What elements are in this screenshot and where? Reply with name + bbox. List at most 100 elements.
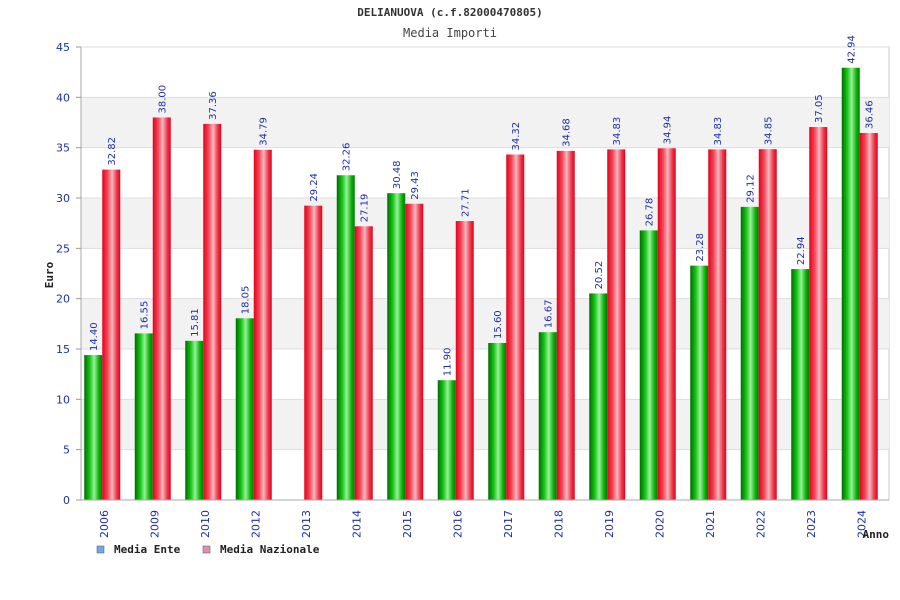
bar-media-nazionale (455, 221, 474, 500)
x-tick-label: 2014 (351, 510, 364, 538)
data-label: 32.82 (107, 137, 118, 166)
y-tick-label: 20 (56, 293, 70, 306)
data-label: 29.43 (410, 171, 421, 200)
x-tick-label: 2024 (856, 510, 869, 538)
legend: Media Ente Media Nazionale (96, 543, 320, 556)
bar-media-nazionale (657, 148, 676, 500)
x-axis-label: Anno (863, 528, 890, 541)
bar-media-nazionale (708, 149, 727, 501)
chart-title: DELIANUOVA (c.f.82000470805) (357, 6, 542, 19)
data-label: 14.40 (89, 322, 100, 351)
bar-media-nazionale (203, 123, 222, 500)
data-label: 42.94 (847, 35, 858, 64)
data-label: 32.26 (342, 143, 353, 172)
bar-media-nazionale (859, 132, 878, 500)
bar-media-ente (235, 318, 254, 500)
bar-media-ente (538, 332, 557, 500)
data-label: 29.24 (309, 173, 320, 202)
y-tick-label: 45 (56, 41, 70, 54)
y-tick-label: 35 (56, 142, 70, 155)
bar-media-nazionale (152, 117, 171, 500)
data-label: 36.46 (865, 100, 876, 129)
bar-media-nazionale (607, 149, 626, 501)
y-tick-label: 5 (63, 444, 70, 457)
x-tick-label: 2020 (654, 510, 667, 538)
data-label: 27.19 (360, 194, 371, 223)
data-label: 15.81 (190, 308, 201, 337)
data-label: 37.36 (208, 91, 219, 120)
y-tick-label: 40 (56, 91, 70, 104)
legend-swatch (96, 545, 105, 554)
bar-media-nazionale (556, 150, 575, 500)
data-label: 26.78 (645, 198, 656, 227)
legend-label: Media Ente (114, 543, 181, 556)
data-label: 30.48 (392, 161, 403, 190)
x-tick-label: 2010 (199, 510, 212, 538)
y-tick-label: 15 (56, 343, 70, 356)
data-label: 34.85 (764, 117, 775, 146)
x-tick-label: 2006 (98, 510, 111, 538)
x-tick-label: 2023 (805, 510, 818, 538)
data-label: 27.71 (461, 188, 472, 217)
x-axis: 2006 2009 2010 2012 2013 2014 2015 2016 2017 2018… (81, 499, 889, 538)
data-label: 16.67 (544, 300, 555, 329)
x-tick-label: 2016 (452, 510, 465, 538)
data-label: 15.60 (493, 310, 504, 339)
data-label: 34.79 (259, 117, 270, 146)
bar-media-ente (84, 355, 103, 500)
data-label: 16.55 (140, 301, 151, 330)
data-label: 22.94 (796, 236, 807, 265)
x-tick-label: 2015 (401, 510, 414, 538)
data-label: 11.90 (443, 348, 454, 377)
bar-media-nazionale (304, 205, 323, 500)
bar-media-ente (841, 67, 860, 500)
y-tick-label: 10 (56, 393, 70, 406)
bar-media-ente (589, 293, 608, 500)
data-label: 18.05 (241, 286, 252, 315)
y-tick-label: 25 (56, 242, 70, 255)
data-label: 29.12 (746, 174, 757, 203)
data-label: 34.32 (511, 122, 522, 151)
y-axis: 0 5 10 15 20 25 30 35 40 45 (56, 41, 82, 507)
data-label: 20.52 (594, 261, 605, 290)
chart-subtitle: Media Importi (403, 26, 497, 40)
data-label: 37.05 (814, 94, 825, 123)
bar-media-nazionale (506, 154, 525, 500)
legend-label: Media Nazionale (220, 543, 320, 556)
x-tick-label: 2021 (704, 510, 717, 538)
bar-media-ente (437, 380, 456, 500)
legend-swatch (202, 545, 211, 554)
bar-media-nazionale (405, 203, 424, 500)
bar-media-nazionale (253, 149, 272, 500)
data-label: 34.83 (612, 117, 623, 146)
data-label: 23.28 (695, 233, 706, 262)
x-tick-label: 2019 (603, 510, 616, 538)
bar-media-ente (336, 175, 355, 500)
x-tick-label: 2009 (149, 510, 162, 538)
x-tick-label: 2013 (300, 510, 313, 538)
bars: 14.40 32.82 16.55 38.00 15.81 37.36 18.05 34.79… (84, 35, 878, 501)
bar-media-ente (639, 230, 658, 500)
bar-media-nazionale (758, 149, 777, 500)
bar-media-ente (488, 342, 507, 500)
bar-media-ente (387, 193, 406, 500)
data-label: 38.00 (158, 85, 169, 114)
bar-media-ente (134, 333, 153, 500)
bar-media-ente (740, 206, 759, 500)
data-label: 34.68 (562, 118, 573, 147)
bar-media-nazionale (354, 226, 373, 500)
x-tick-label: 2012 (250, 510, 263, 538)
bar-media-ente (791, 269, 810, 500)
x-tick-label: 2022 (755, 510, 768, 538)
x-tick-label: 2018 (553, 510, 566, 538)
bar-media-nazionale (809, 127, 828, 500)
x-tick-label: 2017 (502, 510, 515, 538)
bar-media-ente (185, 340, 204, 500)
y-axis-label: Euro (43, 261, 56, 288)
y-tick-label: 0 (63, 494, 70, 507)
bar-media-ente (690, 265, 709, 500)
y-tick-label: 30 (56, 192, 70, 205)
data-label: 34.94 (663, 116, 674, 145)
data-label: 34.83 (713, 117, 724, 146)
